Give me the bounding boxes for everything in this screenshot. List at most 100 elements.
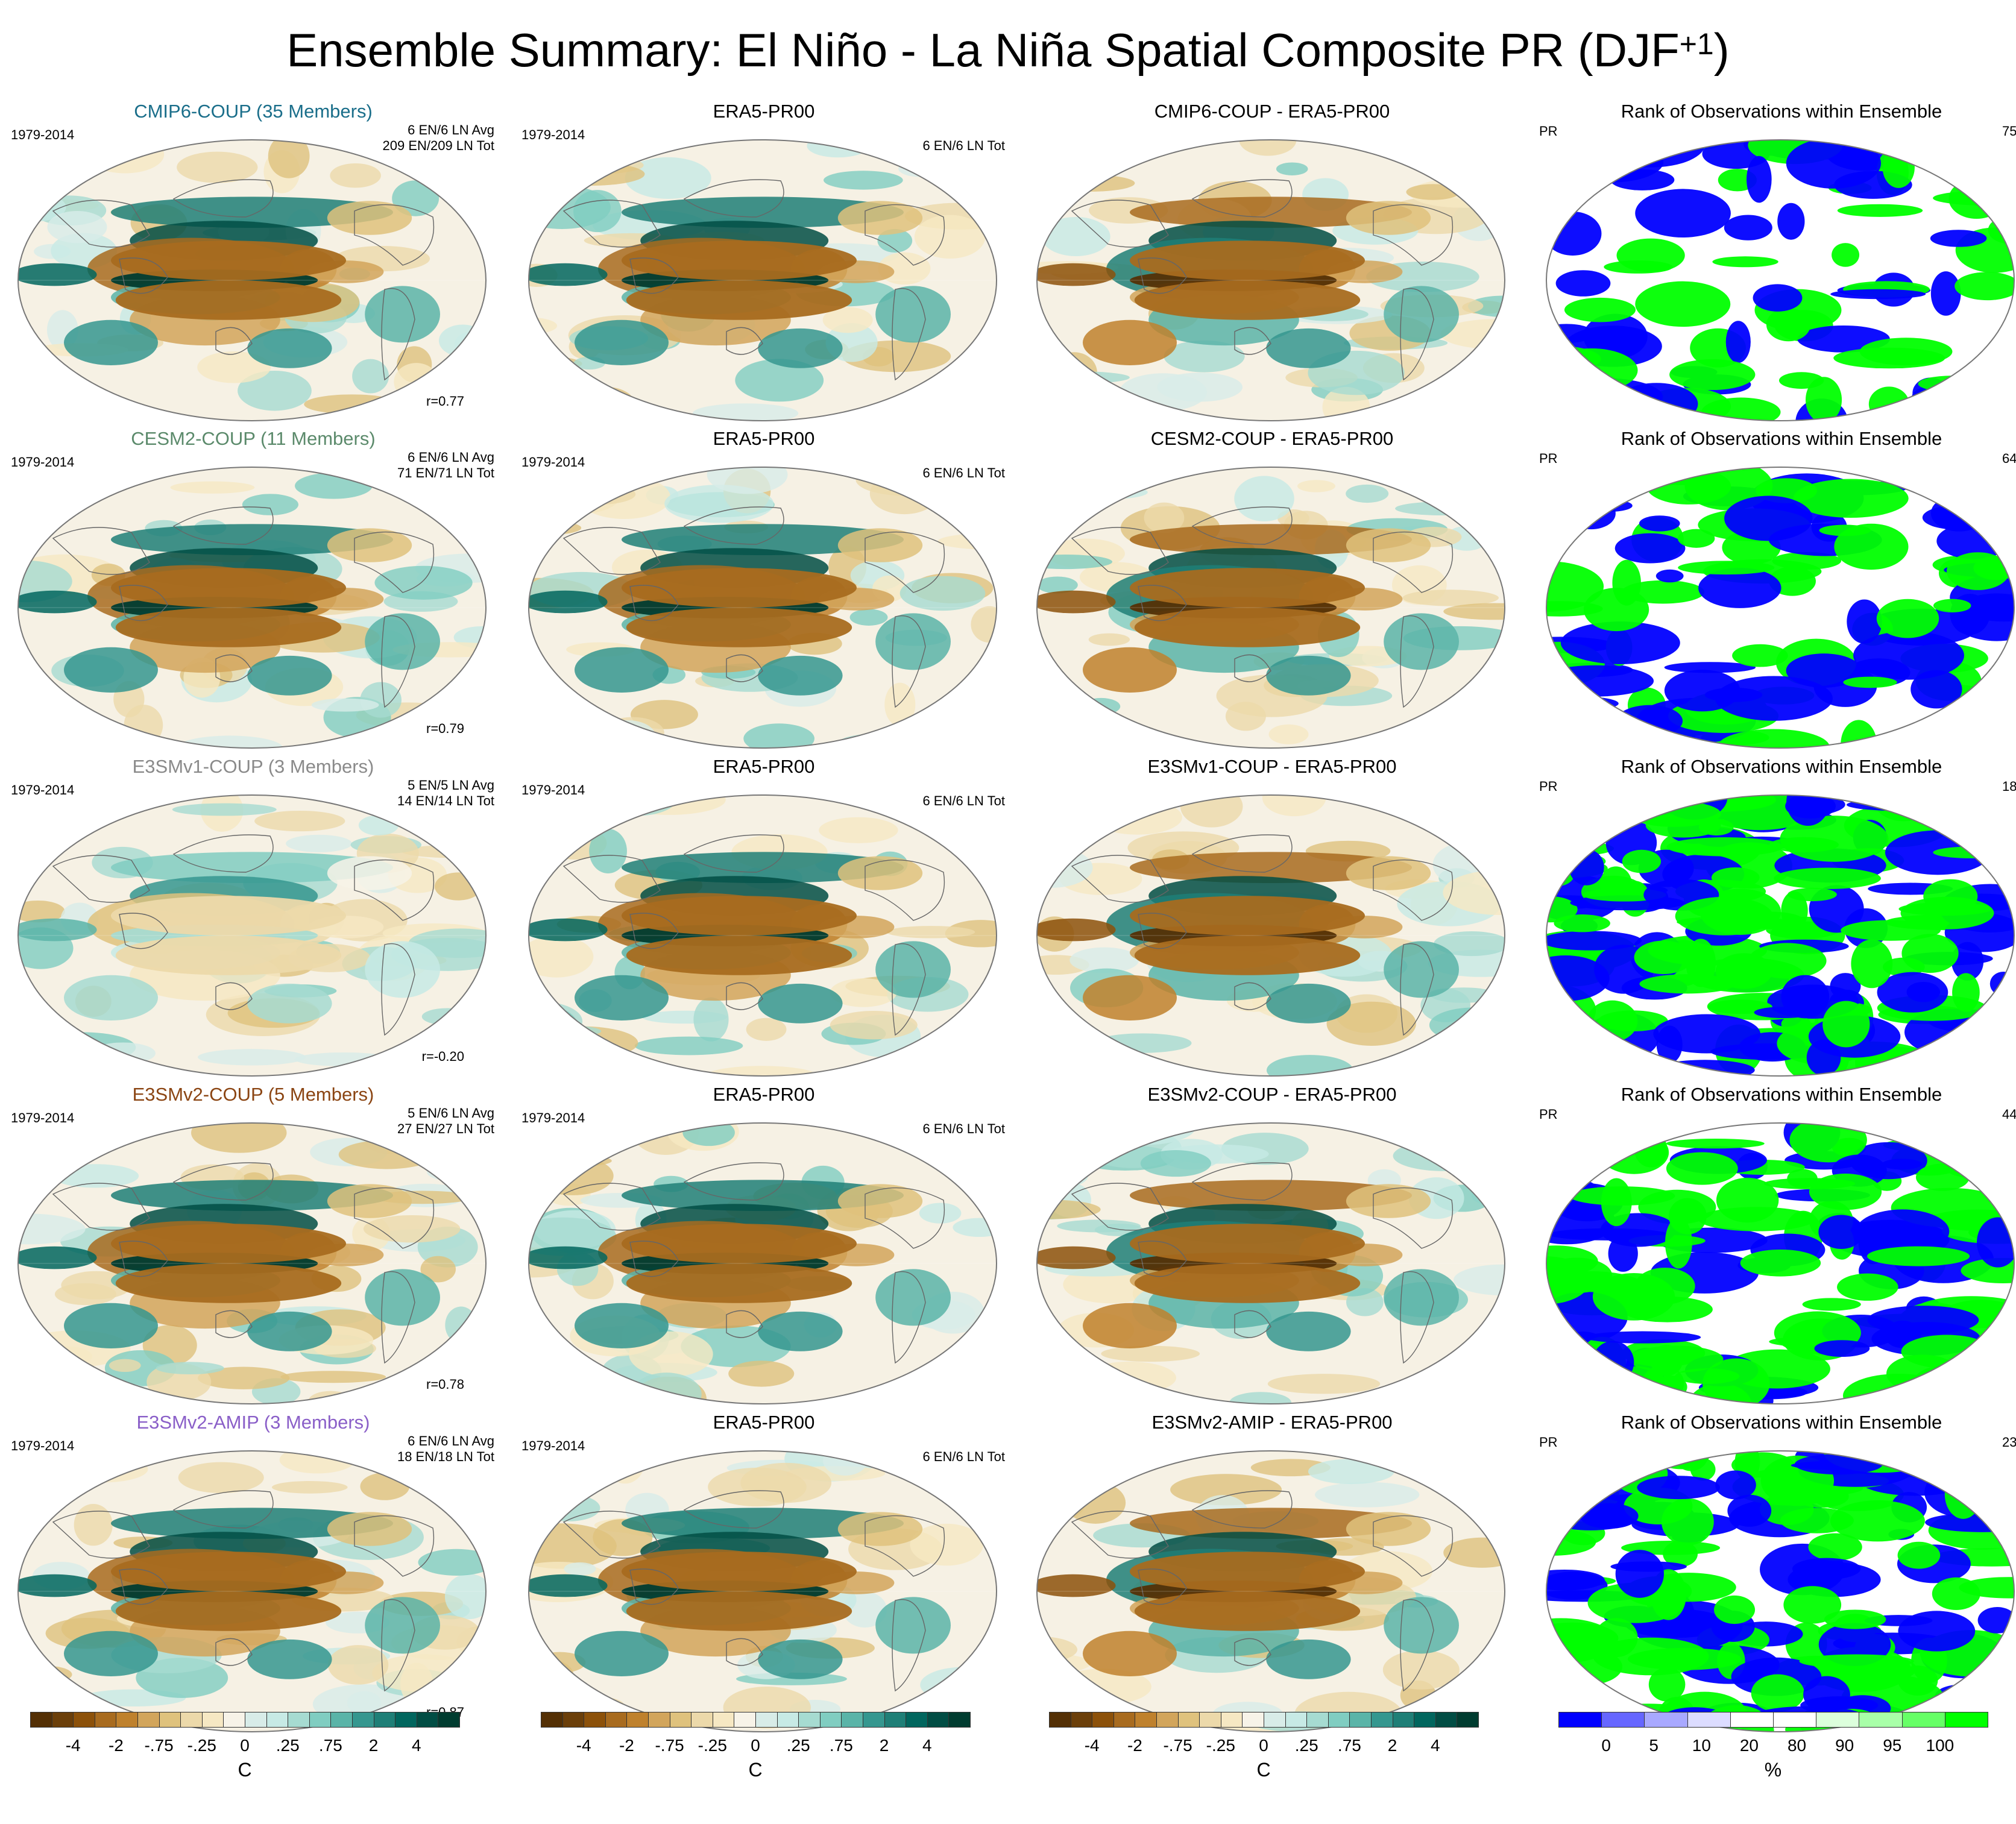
panel-title: ERA5-PR00 — [713, 1084, 815, 1105]
panel-title: Rank of Observations within Ensemble — [1621, 1084, 1942, 1105]
panel-title: CESM2-COUP (11 Members) — [131, 428, 376, 449]
colorbar-swatch — [116, 1712, 138, 1728]
colorbar-swatch — [948, 1712, 971, 1728]
rank-map — [1546, 139, 2015, 421]
period-label: 1979-2014 — [11, 1110, 75, 1125]
rank-map — [1546, 467, 2015, 749]
colorbar-swatch — [1558, 1712, 1602, 1728]
colorbar-swatch — [1644, 1712, 1688, 1728]
panel-model-1: CESM2-COUP (11 Members) 1979-2014 6 EN/6 L… — [6, 427, 500, 752]
panel-title: ERA5-PR00 — [713, 1412, 815, 1433]
colorbar-swatch — [416, 1712, 439, 1728]
colorbar-tick: -.75 — [655, 1736, 684, 1755]
colorbar-swatch — [266, 1712, 289, 1728]
panel-title: CMIP6-COUP - ERA5-PR00 — [1154, 101, 1390, 122]
colorbar-swatch — [1392, 1712, 1415, 1728]
variable-label: PR — [1539, 451, 1558, 466]
colorbar-swatch — [712, 1712, 735, 1728]
composite-map — [1036, 1450, 1505, 1732]
event-count-total: 27 EN/27 LN Tot — [397, 1121, 494, 1136]
panel-title: E3SMv2-AMIP (3 Members) — [136, 1412, 370, 1433]
panel-rank-2: Rank of Observations within Ensemble PR 18… — [1534, 755, 2016, 1080]
panel-obs-1: ERA5-PR00 1979-2014 6 EN/6 LN Tot — [517, 427, 1011, 752]
panel-diff-1: CESM2-COUP - ERA5-PR00 — [1025, 427, 1519, 752]
colorbar-tick: 100 — [1926, 1736, 1955, 1755]
colorbar-swatch — [1435, 1712, 1458, 1728]
period-label: 1979-2014 — [11, 1438, 75, 1453]
composite-map — [1036, 467, 1505, 749]
colorbar-swatch — [1135, 1712, 1157, 1728]
rank-percent: 18% — [2002, 779, 2016, 794]
colorbar-swatch — [841, 1712, 863, 1728]
event-count-avg: 5 EN/6 LN Avg — [408, 1105, 494, 1121]
panel-title: CESM2-COUP - ERA5-PR00 — [1150, 428, 1394, 449]
panel-diff-3: E3SMv2-COUP - ERA5-PR00 — [1025, 1083, 1519, 1408]
colorbar-swatch — [1457, 1712, 1479, 1728]
colorbar-swatch — [1328, 1712, 1350, 1728]
variable-label: PR — [1539, 124, 1558, 139]
colorbar-swatch — [30, 1712, 52, 1728]
colorbar-tick: -4 — [576, 1736, 591, 1755]
colorbar-tick: .75 — [1337, 1736, 1361, 1755]
pattern-correlation: r=0.78 — [426, 1377, 464, 1392]
colorbar-swatch — [438, 1712, 460, 1728]
colorbar-swatch — [755, 1712, 778, 1728]
colorbar-tick: -.75 — [1163, 1736, 1192, 1755]
variable-label: PR — [1539, 779, 1558, 794]
period-label: 1979-2014 — [521, 127, 585, 142]
colorbar-swatch — [819, 1712, 842, 1728]
panel-title: E3SMv1-COUP (3 Members) — [132, 756, 374, 777]
colorbar-swatch — [1773, 1712, 1817, 1728]
colorbar-composite-2: -4 -2 -.75 -.25 0 .25 .75 2 4 C — [541, 1712, 971, 1796]
colorbar-swatch — [1306, 1712, 1329, 1728]
panel-title: Rank of Observations within Ensemble — [1621, 1412, 1942, 1433]
colorbar-tick: 4 — [1431, 1736, 1440, 1755]
colorbar-tick: -.75 — [144, 1736, 174, 1755]
colorbar-swatch — [798, 1712, 821, 1728]
panel-rank-0: Rank of Observations within Ensemble PR 75… — [1534, 99, 2016, 425]
colorbar-swatch — [1092, 1712, 1114, 1728]
composite-map — [528, 467, 997, 749]
period-label: 1979-2014 — [521, 782, 585, 797]
panel-obs-4: ERA5-PR00 1979-2014 6 EN/6 LN Tot — [517, 1410, 1011, 1736]
colorbar-swatch — [1687, 1712, 1731, 1728]
colorbar-swatch — [927, 1712, 950, 1728]
panel-title: Rank of Observations within Ensemble — [1621, 428, 1942, 449]
variable-label: PR — [1539, 1435, 1558, 1450]
variable-label: PR — [1539, 1107, 1558, 1122]
panel-rank-3: Rank of Observations within Ensemble PR 44… — [1534, 1083, 2016, 1408]
composite-map — [1036, 794, 1505, 1077]
colorbar-tick: .75 — [829, 1736, 853, 1755]
colorbar-composite-1: -4 -2 -.75 -.25 0 .25 .75 2 4 C — [30, 1712, 460, 1796]
colorbar-swatch — [1177, 1712, 1200, 1728]
event-count-total: 209 EN/209 LN Tot — [382, 138, 495, 153]
colorbar-swatch — [1070, 1712, 1093, 1728]
colorbar-tick: -4 — [1084, 1736, 1100, 1755]
rank-map — [1546, 794, 2015, 1077]
composite-map — [17, 794, 487, 1077]
panel-model-2: E3SMv1-COUP (3 Members) 1979-2014 5 EN/5 L… — [6, 755, 500, 1080]
period-label: 1979-2014 — [11, 454, 75, 470]
colorbar-swatch — [201, 1712, 224, 1728]
colorbar-tick: 0 — [1259, 1736, 1268, 1755]
colorbar-tick: -.25 — [698, 1736, 727, 1755]
colorbar-swatch — [1730, 1712, 1774, 1728]
panel-model-4: E3SMv2-AMIP (3 Members) 1979-2014 6 EN/6 L… — [6, 1410, 500, 1736]
colorbar-tick: -4 — [65, 1736, 81, 1755]
panel-title: ERA5-PR00 — [713, 428, 815, 449]
colorbar-swatch — [1242, 1712, 1264, 1728]
panel-title: Rank of Observations within Ensemble — [1621, 101, 1942, 122]
panel-title: E3SMv2-COUP - ERA5-PR00 — [1147, 1084, 1397, 1105]
rank-percent: 64% — [2002, 451, 2016, 466]
panel-diff-2: E3SMv1-COUP - ERA5-PR00 — [1025, 755, 1519, 1080]
colorbar-swatch — [1816, 1712, 1860, 1728]
event-count-avg: 5 EN/5 LN Avg — [408, 778, 494, 793]
rank-percent: 23% — [2002, 1435, 2016, 1450]
rank-map — [1546, 1122, 2015, 1404]
panel-title: E3SMv2-COUP (5 Members) — [132, 1084, 374, 1105]
colorbar-swatch — [223, 1712, 245, 1728]
colorbar-swatch — [669, 1712, 692, 1728]
panel-diff-0: CMIP6-COUP - ERA5-PR00 — [1025, 99, 1519, 425]
colorbar-swatch — [245, 1712, 267, 1728]
colorbar-swatch — [180, 1712, 203, 1728]
